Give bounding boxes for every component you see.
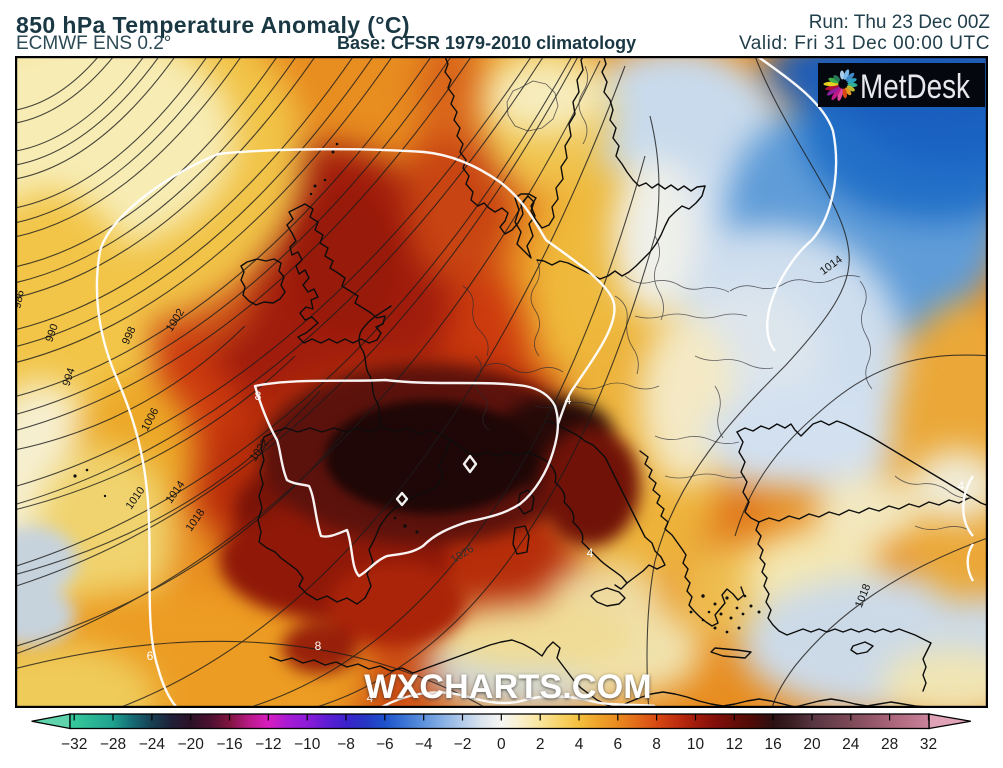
svg-text:4: 4 [565,393,572,407]
svg-text:−16: −16 [216,736,242,753]
svg-text:986: 986 [15,289,27,309]
svg-text:2: 2 [536,736,545,753]
svg-text:−10: −10 [294,736,321,753]
svg-text:12: 12 [726,736,743,753]
svg-text:−24: −24 [139,736,166,753]
svg-text:32: 32 [920,736,937,753]
svg-text:6: 6 [147,649,154,663]
svg-text:6: 6 [613,736,622,753]
svg-text:WXCHARTS.COM: WXCHARTS.COM [364,668,652,706]
svg-text:−12: −12 [255,736,281,753]
svg-text:−32: −32 [61,736,87,753]
svg-text:0: 0 [497,736,506,753]
svg-text:−6: −6 [376,736,394,753]
svg-text:4: 4 [587,546,594,560]
svg-text:10: 10 [687,736,705,753]
svg-text:4: 4 [367,691,374,705]
svg-text:MetDesk: MetDesk [860,67,970,105]
svg-text:990: 990 [43,322,61,343]
svg-text:28: 28 [881,736,898,753]
svg-text:−20: −20 [178,736,205,753]
svg-text:−4: −4 [415,736,433,753]
svg-text:8: 8 [255,389,262,403]
svg-text:16: 16 [764,736,781,753]
svg-text:4: 4 [575,736,584,753]
svg-text:20: 20 [803,736,821,753]
svg-text:8: 8 [652,736,661,753]
svg-text:−8: −8 [337,736,355,753]
svg-text:994: 994 [61,366,78,387]
svg-text:−28: −28 [100,736,126,753]
svg-text:−2: −2 [454,736,472,753]
svg-text:24: 24 [842,736,860,753]
svg-text:8: 8 [315,639,322,653]
svg-text:4: 4 [958,479,965,493]
